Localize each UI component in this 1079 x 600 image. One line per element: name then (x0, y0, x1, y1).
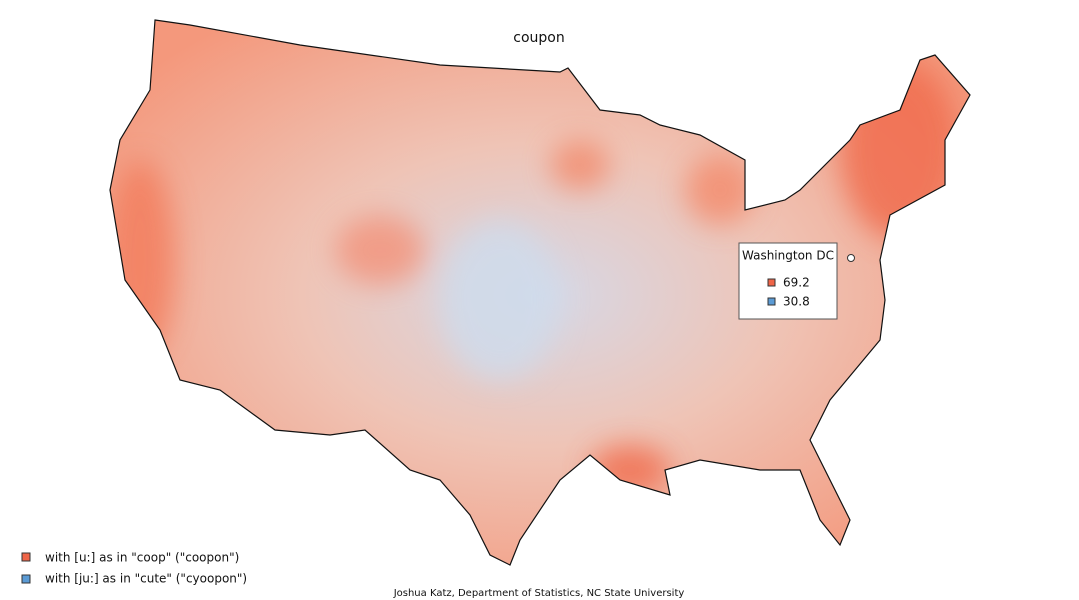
us-map (109, 19, 971, 566)
tooltip-box (738, 242, 838, 320)
location-marker (847, 254, 855, 262)
legend-swatch (21, 552, 31, 562)
legend: with [u:] as in "coop" ("coopon") with [… (21, 551, 247, 586)
legend-label: with [u:] as in "coop" ("coopon") (45, 551, 239, 565)
tooltip: Washington DC 69.2 30.8 (738, 242, 838, 320)
tooltip-location: Washington DC (742, 249, 834, 263)
legend-label: with [ju:] as in "cute" ("cyoopon") (45, 572, 247, 586)
tooltip-value: 69.2 (783, 276, 810, 290)
map-title: coupon (513, 30, 564, 46)
legend-swatch (21, 574, 31, 584)
tooltip-swatch (767, 297, 776, 306)
tooltip-value: 30.8 (783, 295, 810, 309)
credit: Joshua Katz, Department of Statistics, N… (393, 588, 685, 599)
tooltip-swatch (767, 278, 776, 287)
